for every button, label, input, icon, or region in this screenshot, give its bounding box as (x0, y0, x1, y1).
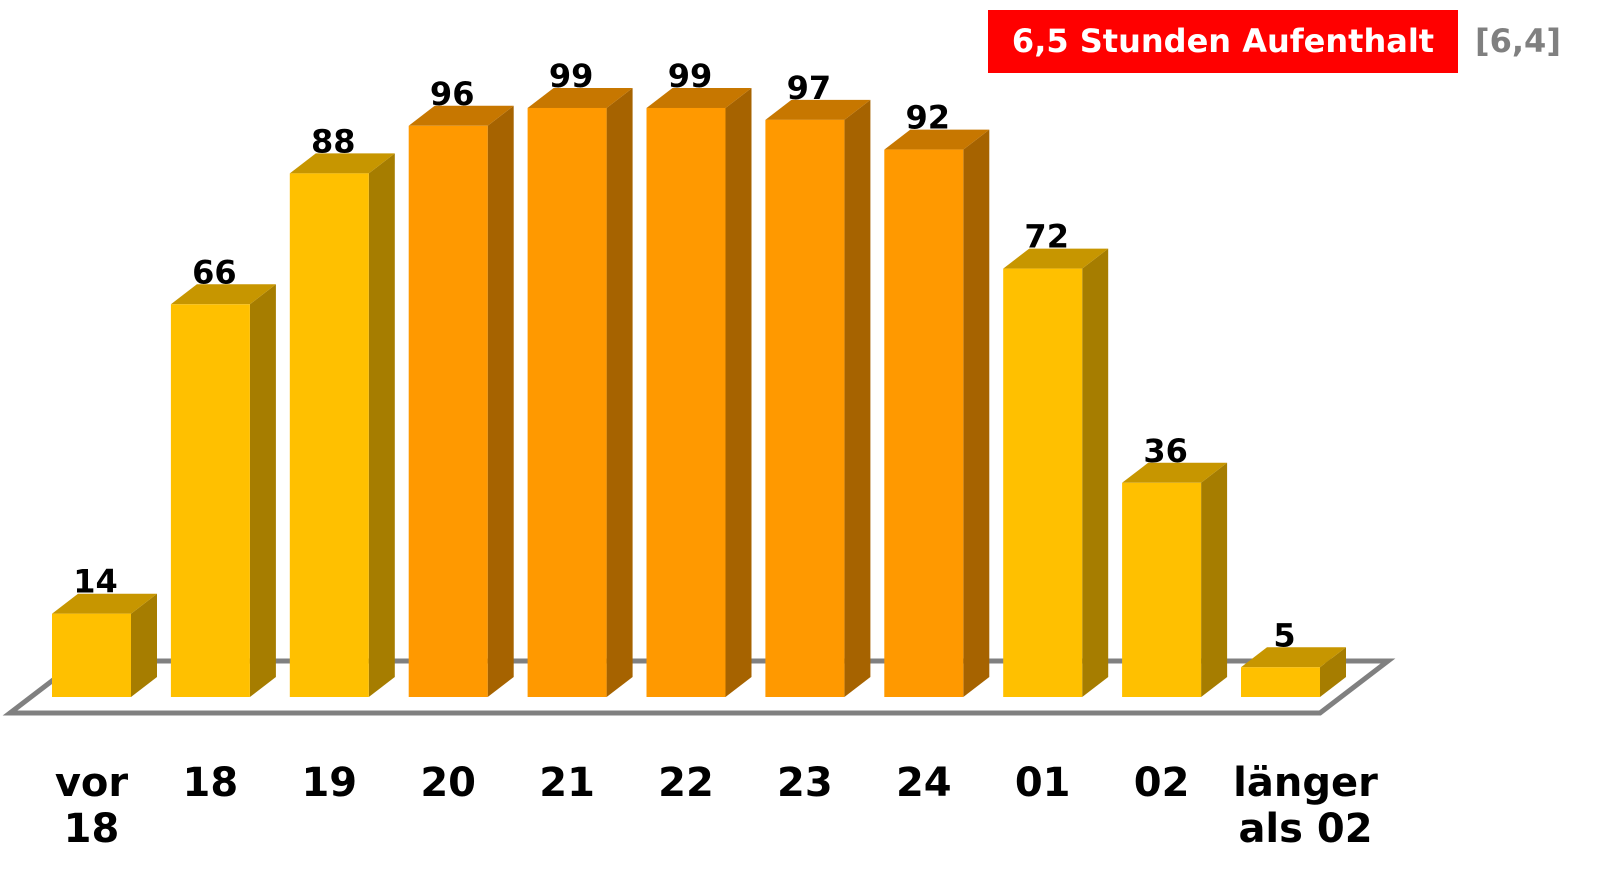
x-tick-label: vor 18 (54, 760, 129, 852)
bar-side (1082, 248, 1109, 697)
x-tick-label: 21 (539, 760, 595, 806)
bar-side (249, 284, 276, 697)
bar-top (289, 153, 395, 174)
bar-top (52, 593, 157, 614)
value-label: 99 (668, 57, 713, 95)
x-tick-label: 23 (777, 760, 833, 806)
bar-side (963, 129, 990, 698)
value-label: 99 (549, 57, 594, 95)
value-label: 97 (787, 69, 832, 107)
x-tick-label: 20 (420, 760, 477, 806)
annotation-box (988, 10, 1458, 73)
annotation: 6,5 Stunden Aufenthalt (1012, 22, 1434, 60)
x-tick-label: 19 (301, 760, 358, 806)
value-label: 72 (1024, 218, 1069, 256)
bar-top (170, 284, 276, 305)
bar (408, 125, 488, 698)
x-tick-label: länger als 02 (1233, 760, 1378, 852)
bar (1122, 482, 1202, 697)
bar-top (765, 99, 871, 120)
bar-side (1320, 647, 1346, 697)
bar-top (1241, 647, 1346, 668)
x-tick-label: 22 (658, 760, 714, 806)
note: [6,4] (1475, 22, 1561, 60)
bar-side (725, 87, 752, 697)
bar-top (1122, 462, 1228, 483)
value-label: 14 (73, 563, 118, 601)
x-tick-label: 18 (182, 760, 239, 806)
value-label: 66 (192, 253, 237, 291)
value-label: 88 (311, 122, 356, 160)
bar (527, 107, 607, 697)
bar-side (844, 99, 871, 698)
bar-top (646, 87, 752, 108)
bar (765, 119, 845, 698)
bar-side (1201, 462, 1228, 697)
bar-side (487, 105, 514, 698)
bar (1241, 667, 1320, 697)
value-label: 92 (906, 99, 951, 137)
bar (170, 304, 250, 697)
bar-side (131, 593, 157, 697)
value-label: 96 (430, 75, 475, 113)
x-tick-label: 02 (1133, 760, 1190, 806)
bar-top (884, 129, 990, 150)
x-tick-label: 01 (1014, 760, 1071, 806)
value-label: 36 (1143, 432, 1188, 470)
bar (1003, 268, 1083, 697)
bar-top (527, 87, 633, 108)
bar (52, 613, 131, 697)
bar-side (368, 153, 395, 697)
bar (884, 149, 964, 698)
bar-top (1003, 248, 1109, 269)
x-tick-label: 24 (895, 760, 952, 806)
value-label: 5 (1273, 616, 1295, 654)
bar (646, 107, 726, 697)
bar-side (606, 87, 633, 697)
bar (289, 173, 369, 697)
bar-top (408, 105, 514, 126)
